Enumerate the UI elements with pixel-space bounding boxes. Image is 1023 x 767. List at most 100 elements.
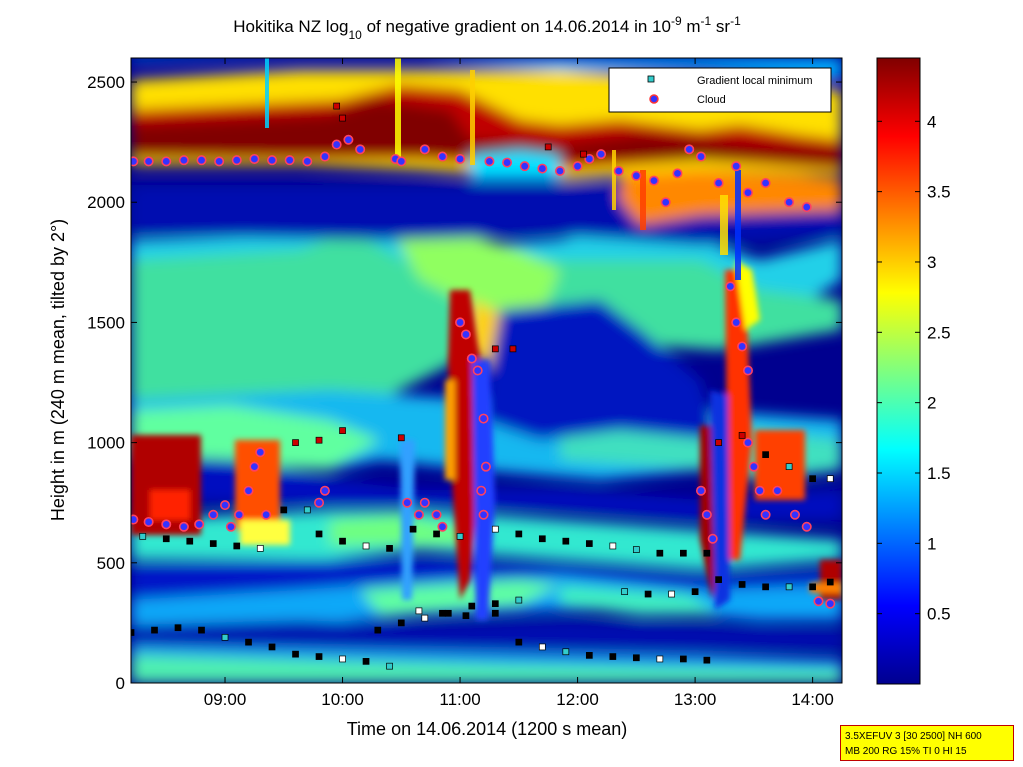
x-axis: 09:00 10:00 11:00 12:00 13:00 14:00 [204, 58, 834, 709]
gradient-min-marker [738, 432, 746, 439]
cloud-marker [519, 161, 530, 172]
gradient-min-marker [456, 533, 464, 540]
cloud-marker [801, 202, 812, 213]
gradient-min-marker [186, 537, 194, 545]
gradient-min-marker [491, 609, 499, 617]
cloud-marker [331, 139, 342, 150]
gradient-min-marker [715, 576, 722, 583]
cloud-marker [319, 151, 330, 162]
legend: Gradient local minimum Cloud [608, 67, 832, 113]
gradient-min-marker [333, 102, 341, 110]
colorbar-tick-label: 4 [927, 112, 936, 131]
x-tick-label: 10:00 [321, 690, 364, 709]
cloud-marker [731, 161, 742, 172]
heatmap [131, 58, 842, 683]
cloud-marker [413, 509, 424, 520]
gradient-min-marker [562, 648, 570, 656]
gradient-min-marker [339, 427, 346, 434]
cloud-marker [419, 497, 430, 508]
gradient-min-marker [386, 662, 393, 670]
cloud-marker [707, 533, 718, 544]
y-tick-label: 1500 [87, 313, 125, 332]
gradient-min-marker [826, 475, 834, 483]
y-tick-label: 2000 [87, 193, 125, 212]
gradient-min-marker [468, 602, 476, 610]
cloud-marker [255, 447, 266, 458]
gradient-min-marker [209, 540, 217, 547]
gradient-min-marker [679, 655, 687, 663]
gradient-min-marker [621, 588, 628, 596]
x-tick-label: 12:00 [556, 690, 599, 709]
colorbar-tick-label: 1 [927, 534, 936, 553]
gradient-min-marker [421, 614, 429, 622]
gradient-min-marker [679, 549, 687, 557]
legend-marker-cloud [649, 94, 659, 104]
cloud-marker [631, 170, 642, 181]
cloud-marker [701, 509, 712, 520]
cloud-marker [801, 521, 812, 532]
gradient-min-marker [609, 542, 617, 550]
gradient-min-marker [397, 619, 405, 627]
gradient-min-marker [580, 150, 587, 158]
cloud-marker [725, 281, 736, 292]
gradient-min-marker [339, 655, 346, 663]
cloud-marker [161, 519, 172, 530]
cloud-marker [748, 461, 759, 472]
cloud-marker [225, 521, 236, 532]
gradient-min-marker [339, 114, 346, 122]
gradient-min-marker [409, 525, 417, 533]
gradient-min-marker [691, 588, 699, 596]
gradient-min-marker [303, 506, 311, 514]
y-axis-label: Height in m (240 m mean, tilted by 2°) [48, 219, 68, 521]
gradient-min-marker [362, 542, 370, 550]
gradient-min-marker [462, 612, 470, 620]
cloud-marker [302, 156, 313, 167]
gradient-min-marker [491, 600, 499, 608]
cloud-marker [742, 437, 753, 448]
cloud-marker [731, 317, 742, 328]
cloud-marker [455, 153, 466, 164]
gradient-min-marker [315, 653, 323, 660]
parameter-info-box: 3.5XEFUV 3 [30 2500] NH 600 MB 200 RG 15… [840, 725, 1014, 761]
cloud-marker [784, 197, 795, 208]
cloud-marker [234, 509, 245, 520]
cloud-marker [480, 461, 491, 472]
gradient-min-marker [668, 590, 675, 598]
cloud-marker [484, 156, 495, 167]
cloud-marker [437, 151, 448, 162]
cloud-marker [472, 365, 483, 376]
gradient-min-marker [509, 345, 517, 353]
y-axis: 0 500 1000 1500 2000 2500 [87, 73, 842, 693]
legend-label-cloud: Cloud [697, 94, 726, 106]
cloud-marker [343, 134, 354, 145]
cloud-marker [249, 153, 260, 164]
y-tick-label: 1000 [87, 434, 125, 453]
chart-title: Hokitika NZ log10 of negative gradient o… [233, 14, 741, 42]
gradient-min-marker [809, 475, 816, 483]
gradient-min-marker [386, 545, 393, 552]
cloud-marker [737, 341, 748, 352]
cloud-marker [648, 175, 659, 186]
gradient-min-marker [544, 143, 552, 151]
cloud-marker [760, 178, 771, 189]
colorbar-tick-label: 3 [927, 253, 936, 272]
cloud-marker [131, 156, 139, 167]
gradient-min-marker [198, 626, 205, 634]
x-tick-label: 13:00 [674, 690, 717, 709]
gradient-min-marker [315, 436, 323, 444]
gradient-min-marker [515, 530, 523, 538]
gradient-min-marker [785, 463, 793, 471]
gradient-min-marker [715, 439, 722, 446]
cloud-marker [742, 365, 753, 376]
colorbar [876, 57, 921, 685]
gradient-min-marker [644, 590, 652, 598]
plot-frame [130, 57, 843, 684]
cloud-marker [178, 155, 189, 166]
cloud-marker [772, 485, 783, 496]
cloud-marker [284, 155, 295, 166]
cloud-marker [214, 156, 225, 167]
gradient-min-marker [280, 506, 288, 514]
marker-layer [131, 102, 836, 670]
colorbar-tick-label: 2.5 [927, 323, 951, 342]
